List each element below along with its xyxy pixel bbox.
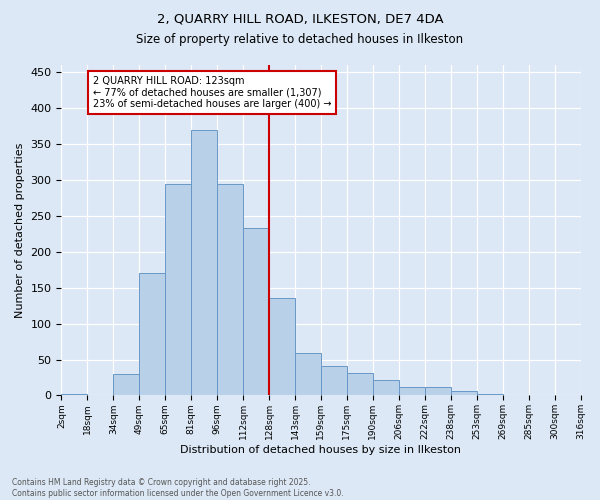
Bar (451, 391, 476, 396)
Bar (476, 394, 503, 396)
Bar (191, 130, 217, 396)
Bar (269, 298, 295, 396)
Text: 2, QUARRY HILL ROAD, ILKESTON, DE7 4DA: 2, QUARRY HILL ROAD, ILKESTON, DE7 4DA (157, 12, 443, 26)
Bar (295, 353, 321, 396)
Bar (321, 366, 347, 396)
Bar (425, 387, 451, 396)
Text: 2 QUARRY HILL ROAD: 123sqm
← 77% of detached houses are smaller (1,307)
23% of s: 2 QUARRY HILL ROAD: 123sqm ← 77% of deta… (92, 76, 331, 109)
Bar (113, 374, 139, 396)
Bar (217, 184, 243, 396)
Bar (347, 373, 373, 396)
Bar (61, 394, 88, 396)
Bar (399, 387, 425, 396)
Text: Contains HM Land Registry data © Crown copyright and database right 2025.
Contai: Contains HM Land Registry data © Crown c… (12, 478, 344, 498)
Y-axis label: Number of detached properties: Number of detached properties (15, 142, 25, 318)
Bar (165, 184, 191, 396)
Bar (243, 228, 269, 396)
X-axis label: Distribution of detached houses by size in Ilkeston: Distribution of detached houses by size … (181, 445, 461, 455)
Bar (139, 274, 165, 396)
Bar (503, 394, 529, 396)
Bar (373, 380, 399, 396)
Text: Size of property relative to detached houses in Ilkeston: Size of property relative to detached ho… (136, 32, 464, 46)
